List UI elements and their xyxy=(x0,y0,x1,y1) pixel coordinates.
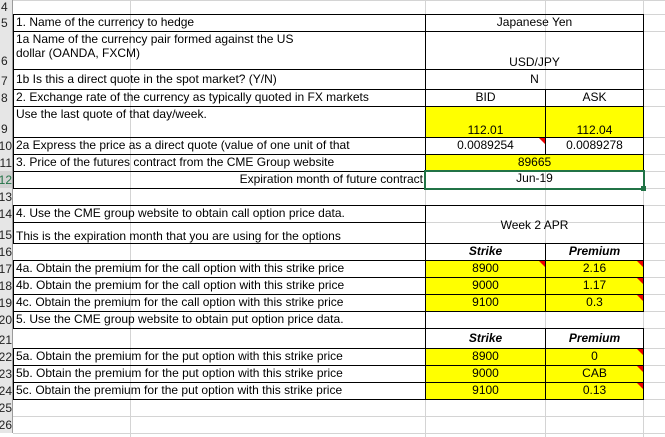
row-header[interactable]: 11 xyxy=(0,154,13,171)
row-header[interactable]: 9 xyxy=(0,106,13,137)
label-currency: 1. Name of the currency to hedge xyxy=(13,14,426,32)
row-header[interactable]: 14 xyxy=(0,205,13,222)
direct-quote-value[interactable]: N xyxy=(425,69,644,90)
row-header[interactable]: 5 xyxy=(0,14,13,31)
ask-direct-value[interactable]: 0.0089278 xyxy=(545,137,644,155)
row-header[interactable]: 12 xyxy=(0,171,13,188)
ask-value[interactable]: 112.04 xyxy=(545,106,644,138)
col-gridline xyxy=(130,0,131,437)
label-put-5c: 5c. Obtain the premium for the put optio… xyxy=(13,382,426,400)
label-put-5a: 5a. Obtain the premium for the put optio… xyxy=(13,348,426,366)
row-header[interactable]: 16 xyxy=(0,243,13,260)
row-gridline xyxy=(13,0,665,1)
put-strike-cell[interactable]: 9000 xyxy=(425,365,546,383)
bid-value[interactable]: 112.01 xyxy=(425,106,546,138)
put-premium-header: Premium xyxy=(545,328,644,349)
label-options-expiration: This is the expiration month that you ar… xyxy=(13,222,426,244)
currency-pair-value[interactable]: USD/JPY xyxy=(425,31,644,70)
row-header[interactable]: 19 xyxy=(0,294,13,311)
row-header[interactable]: 22 xyxy=(0,348,13,365)
call-strike-header: Strike xyxy=(425,243,546,261)
call-strike-cell[interactable]: 9000 xyxy=(425,277,546,295)
comment-marker-icon[interactable] xyxy=(637,261,643,267)
label-futures-price: 3. Price of the futures contract from th… xyxy=(13,154,426,172)
label-exchange-rate: 2. Exchange rate of the currency as typi… xyxy=(13,89,426,107)
call-premium-header: Premium xyxy=(545,243,644,261)
futures-price-value[interactable]: 89665 xyxy=(425,154,644,172)
comment-marker-icon[interactable] xyxy=(637,349,643,355)
row-header[interactable]: 10 xyxy=(0,137,13,154)
currency-value[interactable]: Japanese Yen xyxy=(425,14,644,32)
ask-header[interactable]: ASK xyxy=(545,89,644,107)
row-header[interactable]: 13 xyxy=(0,188,13,205)
call-premium-value: 2.16 xyxy=(582,261,607,275)
bid-direct-text: 0.0089254 xyxy=(457,138,514,152)
bid-direct-value[interactable]: 0.0089254 xyxy=(425,137,546,155)
row-header[interactable]: 26 xyxy=(0,416,13,433)
call-premium-cell[interactable]: 0.3 xyxy=(545,294,644,312)
row-header[interactable]: 4 xyxy=(0,0,13,14)
comment-marker-icon[interactable] xyxy=(637,366,643,372)
label-call-4b: 4b. Obtain the premium for the call opti… xyxy=(13,277,426,295)
comment-marker-icon[interactable] xyxy=(637,383,643,389)
label-last-quote: Use the last quote of that day/week. xyxy=(13,106,426,138)
label-direct-quote: 1b Is this a direct quote in the spot ma… xyxy=(13,69,426,90)
row-header[interactable]: 20 xyxy=(0,311,13,328)
put-strike-cell[interactable]: 9100 xyxy=(425,382,546,400)
row-header[interactable]: 21 xyxy=(0,328,13,348)
call-strike-cell[interactable]: 8900 xyxy=(425,260,546,278)
expiration-month-value[interactable]: Jun-19 xyxy=(516,171,553,185)
put-premium-cell[interactable]: 0.13 xyxy=(545,382,644,400)
comment-marker-icon[interactable] xyxy=(539,138,545,144)
put-strike-value: 9100 xyxy=(472,383,499,397)
call-strike-value: 9000 xyxy=(472,278,499,292)
call-strike-cell[interactable]: 9100 xyxy=(425,294,546,312)
call-premium-cell[interactable]: 1.17 xyxy=(545,277,644,295)
fill-handle[interactable] xyxy=(641,186,646,191)
put-strike-cell[interactable]: 8900 xyxy=(425,348,546,366)
label-call-4c: 4c. Obtain the premium for the call opti… xyxy=(13,294,426,312)
comment-marker-icon[interactable] xyxy=(637,278,643,284)
put-premium-value: 0 xyxy=(591,349,598,363)
comment-marker-icon[interactable] xyxy=(637,295,643,301)
put-strike-value: 9000 xyxy=(472,366,499,380)
call-premium-cell[interactable]: 2.16 xyxy=(545,260,644,278)
label-call-data: 4. Use the CME group website to obtain c… xyxy=(13,205,426,223)
row-gridline xyxy=(13,416,665,417)
put-strike-header: Strike xyxy=(425,328,546,349)
put-premium-value: 0.13 xyxy=(582,383,607,397)
row-header[interactable]: 8 xyxy=(0,89,13,106)
comment-marker-icon[interactable] xyxy=(539,261,545,267)
row-header[interactable]: 15 xyxy=(0,222,13,243)
row-header[interactable]: 17 xyxy=(0,260,13,277)
call-premium-value: 0.3 xyxy=(586,295,603,309)
call-strike-value: 9100 xyxy=(472,295,499,309)
put-premium-cell[interactable]: CAB xyxy=(545,365,644,383)
row-header[interactable]: 23 xyxy=(0,365,13,382)
row-gridline xyxy=(13,433,665,434)
row-header[interactable]: 7 xyxy=(0,69,13,89)
label-put-5b: 5b. Obtain the premium for the put optio… xyxy=(13,365,426,383)
put-premium-value: CAB xyxy=(582,366,607,380)
put-strike-value: 8900 xyxy=(472,349,499,363)
label-direct-price: 2a Express the price as a direct quote (… xyxy=(13,137,426,155)
label-expiration-month: Expiration month of future contract xyxy=(13,171,426,189)
row-header[interactable]: 25 xyxy=(0,399,13,416)
call-strike-value: 8900 xyxy=(472,261,499,275)
label-currency-pair: 1a Name of the currency pair formed agai… xyxy=(13,31,426,70)
put-premium-cell[interactable]: 0 xyxy=(545,348,644,366)
cell-selection xyxy=(424,170,645,190)
row-header[interactable]: 18 xyxy=(0,277,13,294)
bid-header[interactable]: BID xyxy=(425,89,546,107)
options-expiration-value[interactable]: Week 2 APR xyxy=(425,205,644,244)
row-header[interactable]: 24 xyxy=(0,382,13,399)
label-put-data: 5. Use the CME group website to obtain p… xyxy=(13,311,426,329)
row-header[interactable]: 6 xyxy=(0,31,13,69)
call-premium-value: 1.17 xyxy=(582,278,607,292)
label-call-4a: 4a. Obtain the premium for the call opti… xyxy=(13,260,426,278)
col-gridline xyxy=(545,0,546,437)
